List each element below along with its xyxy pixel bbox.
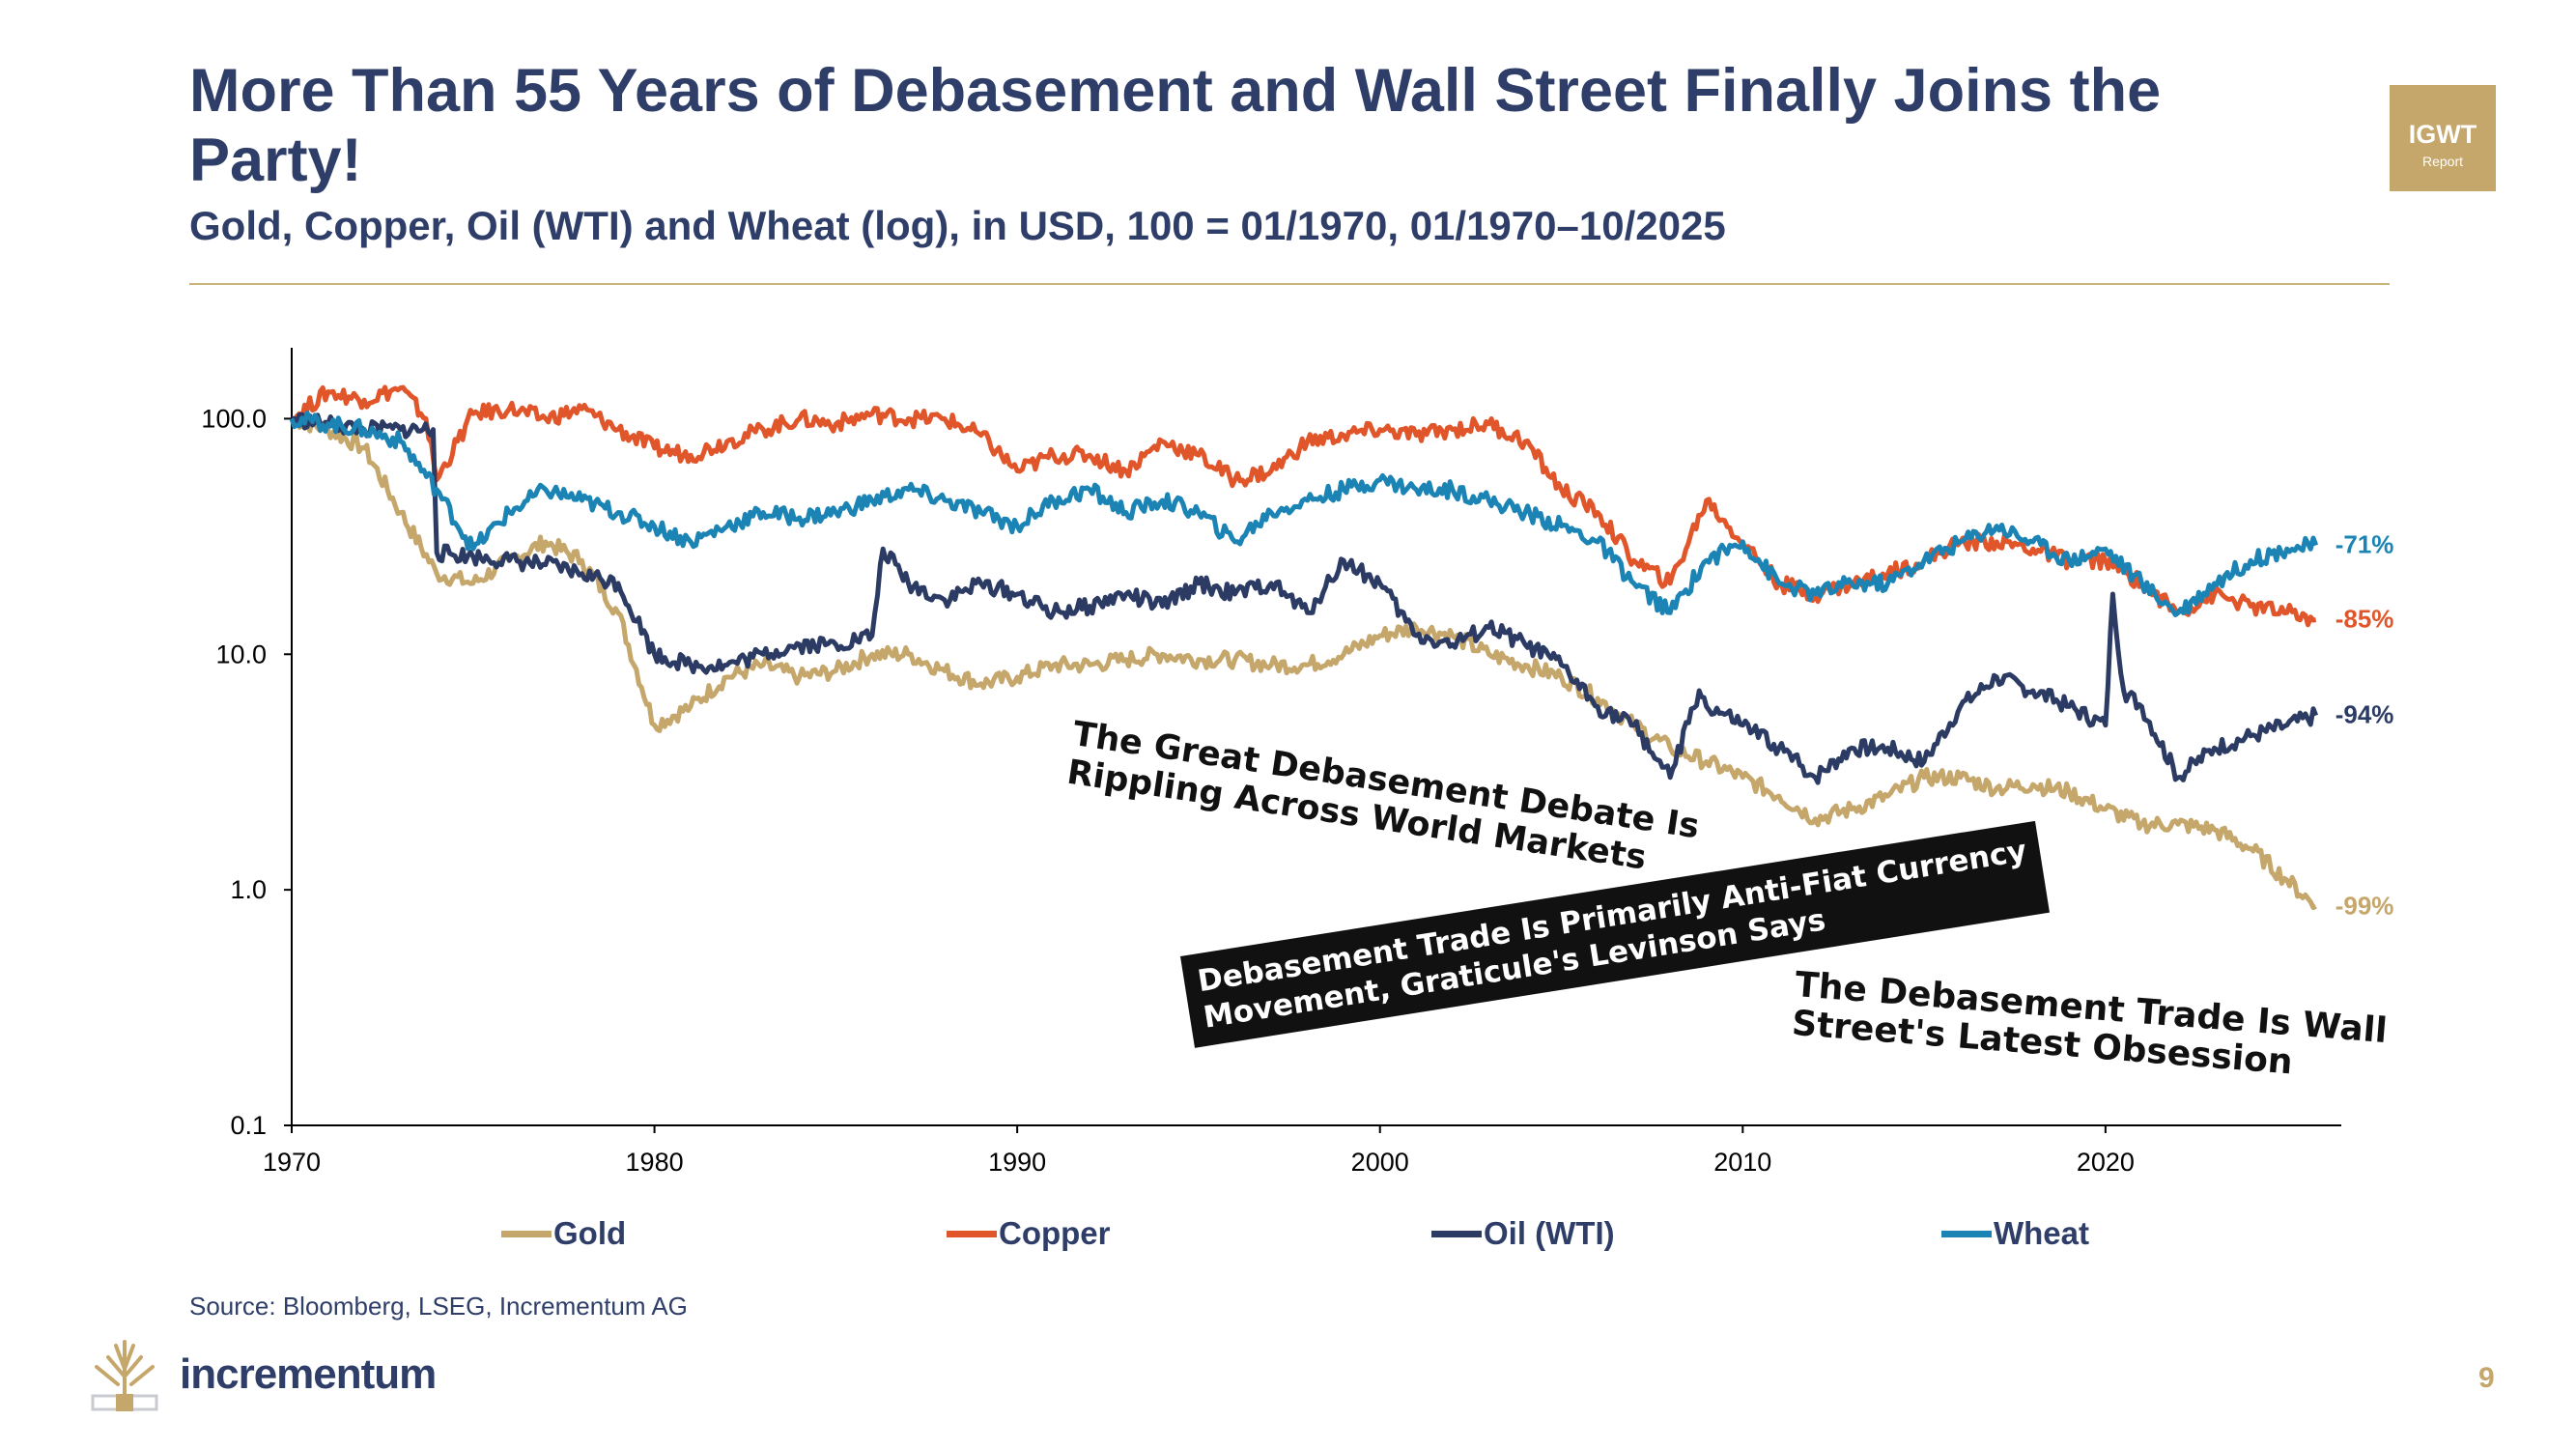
legend-swatch-copper (947, 1230, 997, 1237)
source-note: Source: Bloomberg, LSEG, Incrementum AG (189, 1292, 688, 1321)
page-number: 9 (2478, 1362, 2495, 1394)
series-line-gold (291, 415, 2317, 911)
legend-swatch-gold (501, 1230, 552, 1237)
legend-item-oil: Oil (WTI) (1431, 1215, 1615, 1252)
legend-label-wheat: Wheat (1994, 1215, 2089, 1251)
badge-main-label: IGWT (2408, 120, 2477, 149)
x-tick-label: 2020 (2077, 1148, 2135, 1177)
chart-axes: 0.1 1.0 10.0 100.0 1970 1980 1990 2000 2010 2020 (201, 348, 2341, 1177)
x-tick-label: 1990 (988, 1148, 1046, 1177)
chart-series-layer (289, 384, 2319, 911)
tree-logo-icon (91, 1340, 158, 1411)
end-label-gold: -99% (2335, 891, 2394, 920)
legend-item-copper: Copper (947, 1215, 1111, 1252)
y-tick-label: 100.0 (201, 404, 267, 433)
x-tick-label: 2000 (1351, 1148, 1409, 1177)
y-tick-label: 0.1 (230, 1111, 267, 1140)
legend-item-gold: Gold (501, 1215, 626, 1252)
legend-item-wheat: Wheat (1941, 1215, 2089, 1252)
page-title: More Than 55 Years of Debasement and Wal… (189, 57, 2162, 194)
legend-label-oil: Oil (WTI) (1484, 1215, 1615, 1251)
igwt-report-badge: IGWT Report (2390, 85, 2496, 191)
legend-swatch-oil (1431, 1230, 1482, 1237)
series-line-oil-wti (291, 412, 2319, 785)
end-label-copper: -85% (2335, 605, 2394, 634)
y-tick-label: 10.0 (215, 639, 267, 668)
x-tick-label: 1980 (626, 1148, 684, 1177)
legend-swatch-wheat (1941, 1230, 1992, 1237)
chart-end-labels: -99% -85% -94% -71% (2335, 530, 2394, 921)
series-line-wheat (289, 411, 2319, 617)
y-tick-label: 1.0 (230, 875, 267, 904)
end-label-wheat: -71% (2335, 530, 2394, 559)
end-label-oil-wti: -94% (2335, 700, 2394, 729)
incrementum-logo: incrementum (89, 1338, 437, 1411)
legend-label-copper: Copper (999, 1215, 1111, 1251)
title-divider (189, 283, 2390, 285)
legend-label-gold: Gold (553, 1215, 627, 1251)
badge-sub-label: Report (2421, 154, 2464, 169)
x-tick-label: 1970 (263, 1148, 321, 1177)
chart-legend: Gold Copper Oil (WTI) Wheat (0, 1215, 2576, 1264)
brand-name: incrementum (180, 1350, 437, 1398)
page-subtitle: Gold, Copper, Oil (WTI) and Wheat (log),… (189, 203, 1726, 248)
x-tick-label: 2010 (1713, 1148, 1771, 1177)
